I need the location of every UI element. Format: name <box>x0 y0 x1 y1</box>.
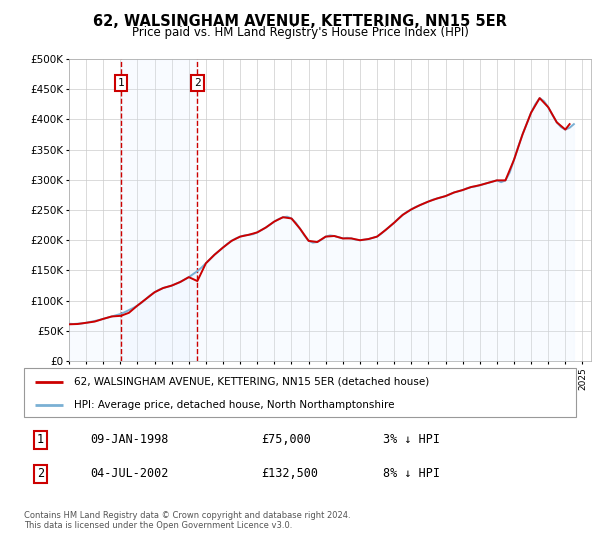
Text: 8% ↓ HPI: 8% ↓ HPI <box>383 467 440 480</box>
Text: 2: 2 <box>194 78 201 88</box>
Bar <box>121 59 197 361</box>
Text: 04-JUL-2002: 04-JUL-2002 <box>90 467 169 480</box>
Text: 09-JAN-1998: 09-JAN-1998 <box>90 433 169 446</box>
Text: 1: 1 <box>118 78 124 88</box>
Text: Price paid vs. HM Land Registry's House Price Index (HPI): Price paid vs. HM Land Registry's House … <box>131 26 469 39</box>
Text: 2: 2 <box>37 467 44 480</box>
Text: 62, WALSINGHAM AVENUE, KETTERING, NN15 5ER (detached house): 62, WALSINGHAM AVENUE, KETTERING, NN15 5… <box>74 377 429 387</box>
Text: £132,500: £132,500 <box>262 467 319 480</box>
Text: 3% ↓ HPI: 3% ↓ HPI <box>383 433 440 446</box>
Text: Contains HM Land Registry data © Crown copyright and database right 2024.
This d: Contains HM Land Registry data © Crown c… <box>24 511 350 530</box>
Text: 1: 1 <box>37 433 44 446</box>
Text: HPI: Average price, detached house, North Northamptonshire: HPI: Average price, detached house, Nort… <box>74 400 394 410</box>
Text: 62, WALSINGHAM AVENUE, KETTERING, NN15 5ER: 62, WALSINGHAM AVENUE, KETTERING, NN15 5… <box>93 14 507 29</box>
Text: £75,000: £75,000 <box>262 433 311 446</box>
